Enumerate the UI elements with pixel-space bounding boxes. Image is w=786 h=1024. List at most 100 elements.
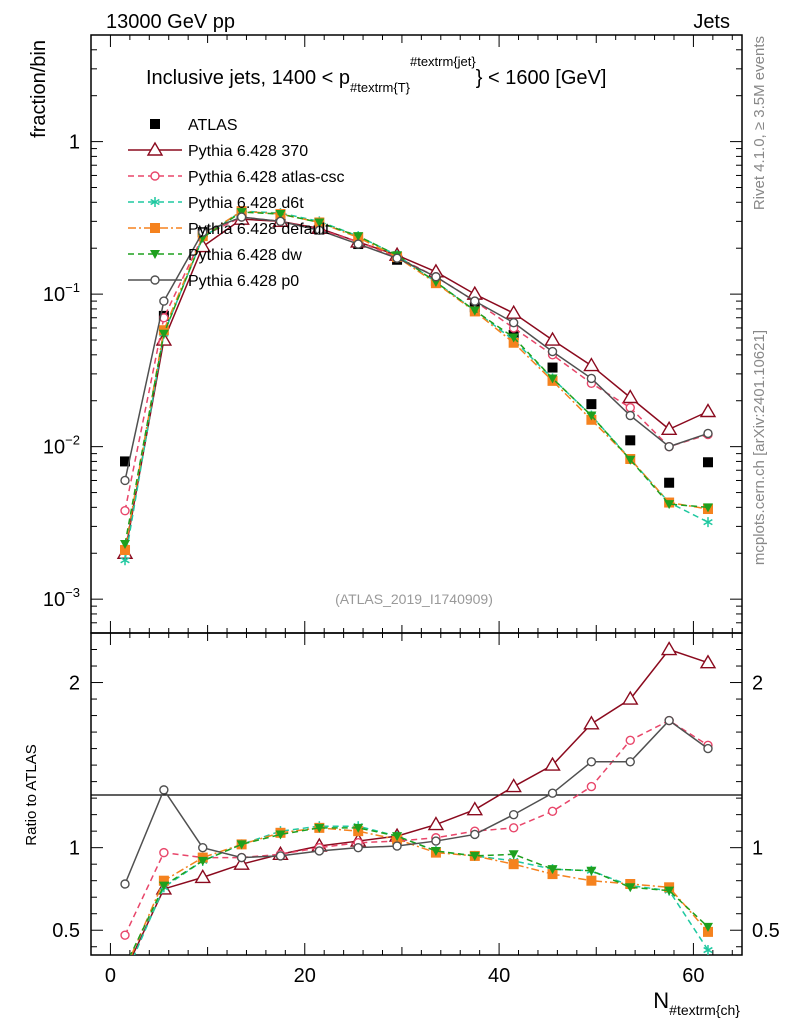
ratio-point — [197, 856, 208, 866]
ratio-point — [586, 875, 597, 886]
data-point — [703, 517, 713, 528]
data-point — [664, 477, 675, 488]
x-tick-label: 60 — [682, 965, 704, 987]
ratio-point — [699, 654, 717, 669]
data-point — [660, 420, 678, 435]
data-point — [314, 225, 325, 236]
ratio-point — [508, 823, 519, 833]
legend-marker — [146, 141, 164, 156]
ratio-point — [198, 842, 208, 853]
ratio-point — [625, 735, 635, 746]
series-line — [124, 210, 709, 561]
chart-title-sup: #textrm{jet} — [410, 54, 476, 69]
ratio-point — [703, 743, 713, 754]
ratio-point — [547, 865, 558, 875]
legend-entry: Pythia 6.428 dw — [128, 247, 302, 264]
ratio-point — [120, 930, 130, 940]
data-point — [120, 555, 130, 566]
data-point — [664, 441, 674, 452]
data-point — [275, 210, 286, 220]
ratio-point — [469, 851, 480, 861]
ratio-point — [508, 859, 519, 870]
legend-marker — [150, 250, 160, 259]
ratio-point — [544, 756, 561, 771]
ratio-y-axis: 0.5 0.5 1 1 2 2 — [52, 649, 780, 948]
data-point — [664, 500, 675, 510]
ratio-point — [158, 881, 169, 891]
data-point — [622, 389, 639, 404]
legend-marker — [150, 223, 160, 233]
data-point — [547, 346, 558, 357]
ratio-point — [664, 886, 675, 896]
ratio-point — [702, 922, 713, 932]
data-point — [586, 399, 597, 410]
legend-label: Pythia 6.428 dw — [188, 247, 302, 264]
data-point — [314, 218, 325, 228]
data-point — [198, 227, 208, 237]
main-panel: 110−110−210−3 Inclusive jets, 1400 < p#t… — [28, 34, 743, 634]
ratio-y-tick-label: 1 — [69, 838, 80, 860]
ratio-point — [233, 855, 250, 870]
ratio-point — [586, 757, 597, 767]
ratio-line — [129, 827, 709, 955]
x-tick-label: 40 — [488, 965, 510, 987]
ratio-point — [275, 851, 286, 861]
ratio-line — [130, 827, 709, 955]
data-point — [159, 296, 169, 306]
ratio-line — [131, 648, 709, 955]
ratio-point — [508, 850, 519, 860]
legend-entry: Pythia 6.428 p0 — [128, 273, 299, 290]
ratio-point — [583, 715, 600, 730]
legend-label: Pythia 6.428 d6t — [188, 195, 304, 212]
ratio-line — [124, 719, 709, 936]
ratio-point — [236, 852, 247, 863]
data-point — [544, 331, 561, 346]
ratio-point — [353, 823, 364, 833]
legend-entry: Pythia 6.428 d6t — [128, 195, 304, 212]
data-point — [469, 306, 480, 316]
ratio-point — [547, 806, 558, 817]
ratio-panel: 0.5 0.5 1 1 2 2 0 20 40 60 Ratio to ATLAS N#text… — [23, 632, 780, 1018]
ratio-x-axis: 0 20 40 60 — [105, 633, 733, 987]
mcplots-label: mcplots.cern.ch [arXiv:2401.10621] — [751, 330, 768, 565]
ratio-point — [466, 801, 484, 816]
ratio-series-pythia-6-428-dw — [129, 823, 713, 955]
ratio-series-pythia-6-428-atlas-csc — [120, 715, 713, 940]
ratio-point — [660, 641, 678, 656]
ratio-series-pythia-6-428-d6t — [133, 821, 713, 956]
x-tick-label: 0 — [105, 965, 116, 987]
ratio-point — [314, 823, 325, 833]
collision-label: 13000 GeV pp — [106, 11, 235, 33]
data-point — [703, 428, 713, 439]
legend-marker — [150, 197, 160, 207]
legend-entry: Pythia 6.428 370 — [128, 141, 308, 160]
category-label: Jets — [693, 11, 730, 33]
ratio-series-pythia-6-428-default — [130, 822, 713, 955]
data-point — [120, 506, 130, 516]
ratio-point — [159, 785, 169, 795]
series-line — [124, 210, 709, 551]
ratio-point — [703, 945, 713, 956]
ratio-y-tick-label-right: 1 — [752, 838, 763, 860]
x-tick-label: 20 — [294, 965, 316, 987]
main-x-ticks — [109, 35, 733, 633]
ratio-point — [586, 866, 597, 876]
legend-marker — [150, 171, 160, 181]
rivet-label: Rivet 4.1.0, ≥ 3.5M events — [751, 36, 768, 210]
ratio-point — [431, 836, 441, 846]
data-point — [158, 329, 169, 339]
main-y-label: fraction/bin — [28, 40, 50, 138]
data-point — [120, 456, 131, 467]
main-y-tick-label: 10−3 — [43, 585, 80, 611]
data-point — [505, 304, 522, 319]
legend-label: ATLAS — [188, 117, 238, 134]
main-y-tick-label: 10−1 — [43, 280, 80, 306]
ratio-point — [586, 781, 597, 792]
data-point — [353, 239, 363, 249]
legend-entry: ATLAS — [150, 117, 238, 134]
legend-label: Pythia 6.428 p0 — [188, 273, 299, 290]
data-point — [120, 545, 131, 556]
ratio-point — [158, 875, 169, 886]
data-point — [625, 435, 636, 446]
ratio-line — [133, 825, 709, 955]
